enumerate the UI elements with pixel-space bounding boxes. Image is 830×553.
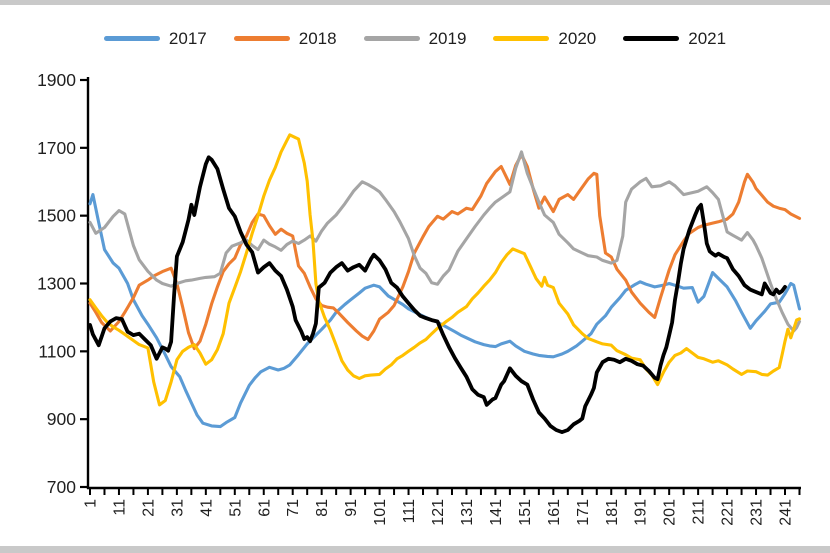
x-axis-tick-label: 31 [169,499,186,517]
x-axis-tick-label: 1 [83,499,100,508]
x-axis-tick-label: 91 [343,499,360,517]
y-axis-tick-label: 1100 [38,341,76,361]
legend-swatch-2021 [623,36,680,41]
x-axis-tick-label: 11 [111,499,128,516]
x-axis-tick-label: 21 [140,499,157,517]
x-axis-tick-label: 201 [662,499,679,526]
bottom-border [0,546,830,553]
legend-swatch-2017 [103,36,160,41]
chart-legend: 2017 2018 2019 2020 2021 [0,30,830,47]
y-axis-tick-label: 1700 [37,138,76,158]
x-axis-tick-label: 131 [459,499,476,526]
legend-label-2019: 2019 [428,29,467,48]
legend-item-2021: 2021 [623,30,726,47]
series-line-2020 [88,133,802,407]
x-axis-tick-label: 161 [546,499,563,526]
series-line-2018 [88,153,802,351]
x-axis-tick-label: 141 [488,499,505,526]
legend-item-2020: 2020 [493,30,596,47]
x-axis-tick-label: 241 [778,499,795,526]
legend-swatch-2019 [363,36,420,41]
legend-label-2018: 2018 [298,29,337,48]
legend-label-2021: 2021 [688,29,727,48]
x-axis-tick-label: 121 [430,499,447,526]
x-axis-tick-label: 171 [575,499,592,526]
x-axis-tick-label: 71 [285,499,302,517]
y-axis-tick-label: 1300 [37,274,76,294]
y-axis-tick-label: 700 [47,477,76,497]
series-line-2021 [88,155,787,434]
x-axis-tick-label: 151 [517,499,534,526]
y-axis-tick-label: 900 [47,409,76,429]
x-axis-tick-label: 101 [372,499,389,526]
x-axis-tick-label: 51 [227,499,244,517]
legend-item-2018: 2018 [233,29,337,48]
x-axis-tick-label: 81 [314,499,331,517]
x-axis-tick-label: 61 [256,499,273,517]
top-border [0,0,830,5]
x-axis-tick-label: 111 [401,499,418,523]
legend-label-2020: 2020 [558,29,597,48]
legend-swatch-2020 [493,36,550,41]
x-axis-tick-label: 211 [691,499,708,525]
legend-swatch-2018 [233,36,290,41]
series-line-2017 [88,193,802,429]
y-axis-tick-label: 1500 [37,206,76,226]
series-line-2019 [88,150,802,333]
legend-item-2017: 2017 [103,29,207,48]
x-axis-tick-label: 191 [633,499,650,526]
y-axis-tick-label: 1900 [37,70,76,90]
x-axis-tick-label: 221 [720,499,737,526]
x-axis-tick-label: 181 [604,499,621,526]
legend-label-2017: 2017 [168,29,207,48]
x-axis-tick-label: 41 [198,499,215,517]
x-axis-tick-label: 231 [749,499,766,526]
legend-item-2019: 2019 [363,29,467,48]
